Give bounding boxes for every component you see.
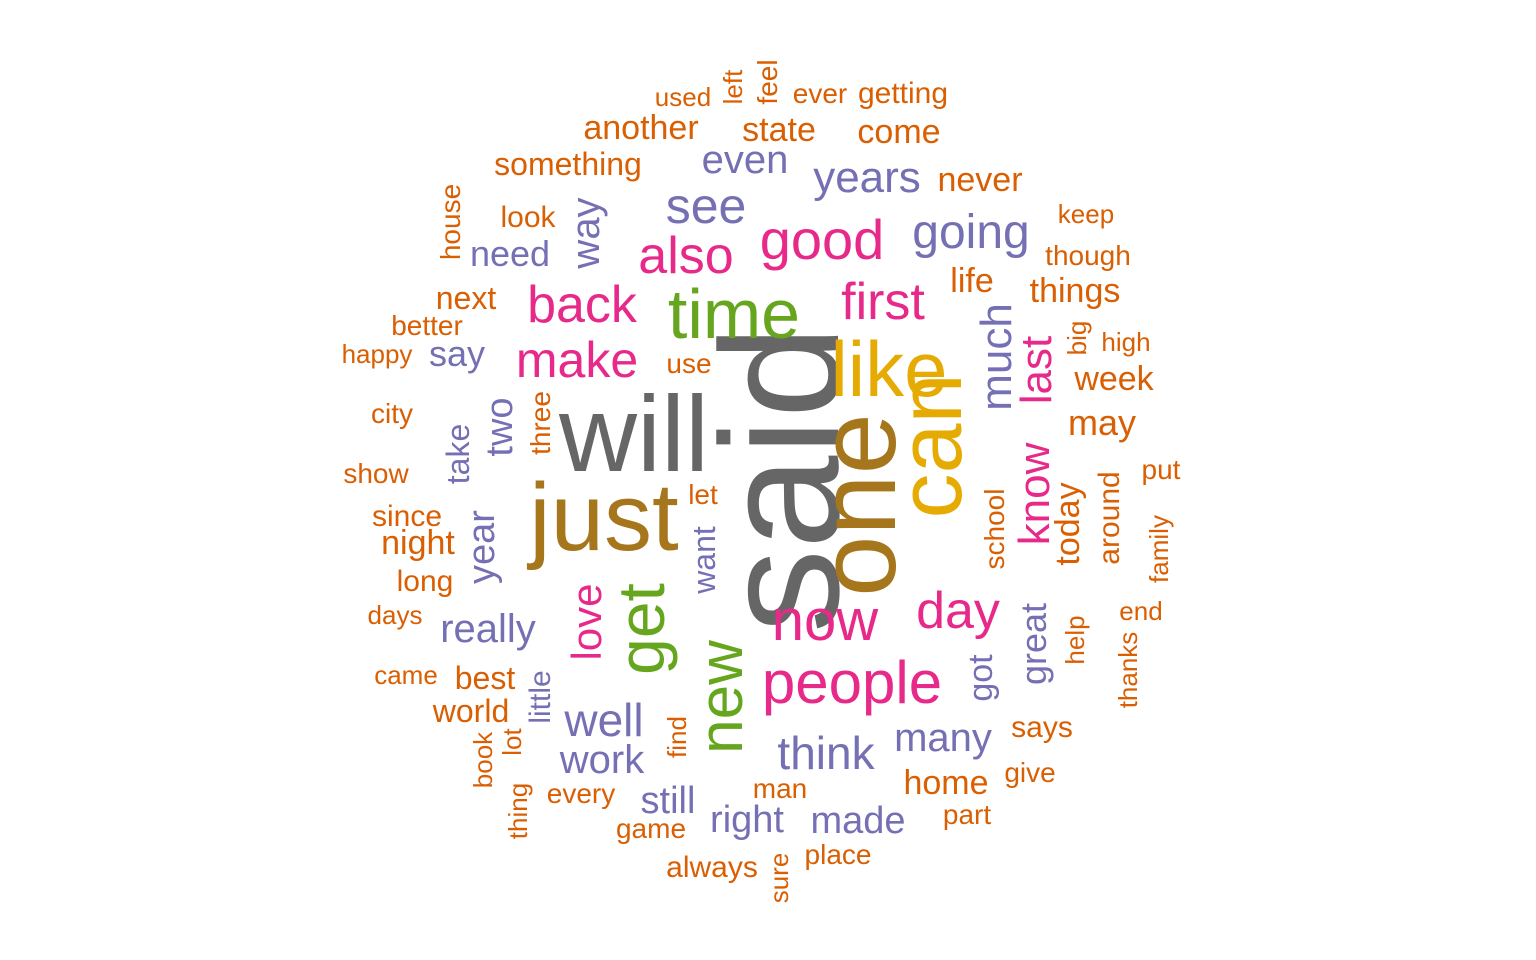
word-take: take: [440, 423, 476, 485]
word-even: even: [701, 138, 789, 182]
word-since: since: [371, 500, 443, 533]
word-first: first: [841, 273, 925, 331]
word-world: world: [432, 693, 510, 729]
word-keep: keep: [1057, 199, 1115, 229]
word-home: home: [903, 764, 989, 802]
word-use: use: [666, 348, 712, 379]
word-little: little: [524, 670, 557, 724]
word-year: year: [461, 510, 503, 584]
word-much: much: [972, 303, 1021, 411]
word-people: people: [761, 649, 943, 716]
word-getting: getting: [857, 77, 949, 110]
word-school: school: [979, 488, 1010, 570]
word-city: city: [371, 398, 413, 429]
word-love: love: [563, 583, 610, 661]
word-years: years: [813, 153, 921, 202]
word-next: next: [435, 280, 497, 316]
word-thanks: thanks: [1113, 631, 1143, 709]
word-family: family: [1144, 515, 1174, 583]
word-now: now: [771, 588, 879, 653]
word-better: better: [391, 310, 463, 341]
word-though: though: [1045, 240, 1131, 271]
word-good: good: [759, 208, 885, 271]
word-just: just: [529, 464, 679, 571]
word-let: let: [688, 479, 718, 510]
word-sure: sure: [764, 852, 794, 904]
word-show: show: [343, 458, 409, 489]
word-many: many: [894, 716, 992, 760]
word-right: right: [710, 799, 784, 841]
word-think: think: [777, 727, 875, 779]
word-need: need: [469, 233, 551, 274]
word-big: big: [1062, 320, 1092, 356]
word-like: like: [830, 325, 948, 413]
word-life: life: [950, 262, 994, 300]
word-around: around: [1093, 471, 1126, 565]
word-work: work: [559, 738, 645, 782]
word-find: find: [662, 716, 692, 758]
word-left: left: [718, 69, 748, 105]
word-three: three: [525, 391, 556, 455]
word-help: help: [1060, 615, 1090, 665]
word-last: last: [1012, 335, 1061, 405]
word-day: day: [916, 582, 1000, 640]
word-want: want: [686, 526, 722, 594]
word-look: look: [500, 201, 556, 234]
word-back: back: [527, 276, 637, 334]
word-used: used: [654, 82, 712, 112]
word-still: still: [640, 780, 696, 822]
word-thing: thing: [503, 782, 533, 840]
word-night: night: [381, 524, 455, 562]
word-says: says: [1011, 711, 1073, 744]
word-see: see: [665, 178, 747, 234]
word-best: best: [454, 660, 516, 696]
word-man: man: [752, 773, 808, 804]
word-ever: ever: [792, 78, 848, 109]
word-never: never: [937, 161, 1023, 199]
word-going: going: [912, 206, 1030, 259]
word-always: always: [666, 851, 758, 884]
word-get: get: [604, 583, 678, 675]
word-something: something: [494, 146, 642, 182]
word-book: book: [468, 731, 498, 789]
word-come: come: [857, 113, 941, 151]
word-two: two: [479, 397, 521, 457]
word-week: week: [1074, 360, 1154, 398]
word-made: made: [810, 800, 906, 842]
word-game: game: [615, 813, 687, 844]
word-long: long: [396, 565, 454, 598]
word-lot: lot: [497, 728, 527, 756]
word-today: today: [1049, 482, 1087, 566]
word-things: things: [1029, 272, 1121, 310]
word-came: came: [374, 660, 438, 690]
word-well: well: [564, 694, 644, 746]
word-house: house: [435, 183, 466, 261]
word-great: great: [1013, 602, 1054, 686]
word-happy: happy: [341, 339, 413, 369]
word-got: got: [962, 654, 1000, 702]
word-every: every: [546, 778, 616, 809]
word-give: give: [1004, 757, 1056, 788]
word-say: say: [428, 333, 486, 374]
word-really: really: [440, 607, 536, 651]
word-time: time: [667, 275, 801, 353]
word-also: also: [638, 227, 734, 285]
word-make: make: [515, 332, 639, 388]
word-place: place: [804, 839, 872, 870]
word-will: will: [559, 373, 709, 494]
word-end: end: [1119, 596, 1163, 626]
word-new: new: [687, 640, 756, 754]
word-days: days: [367, 600, 423, 630]
word-feel: feel: [752, 59, 783, 105]
word-way: way: [564, 197, 608, 269]
word-part: part: [942, 799, 992, 830]
word-another: another: [583, 109, 699, 147]
word-state: state: [742, 111, 816, 149]
word-may: may: [1067, 402, 1137, 443]
word-put: put: [1141, 454, 1181, 485]
word-high: high: [1101, 327, 1151, 357]
